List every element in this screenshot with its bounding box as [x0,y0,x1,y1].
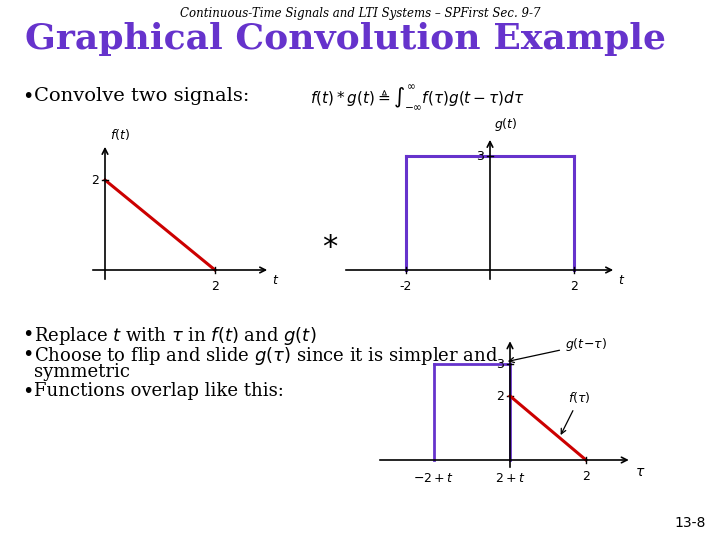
Text: •: • [22,325,33,344]
Text: $-2+t$: $-2+t$ [413,472,454,485]
Text: $g(t)$: $g(t)$ [494,116,518,133]
Text: 2: 2 [570,280,578,293]
Text: 2: 2 [211,280,219,293]
Text: $\tau$: $\tau$ [635,465,646,479]
Text: $f(t)$: $f(t)$ [110,127,130,141]
Text: 2: 2 [582,470,590,483]
Text: Graphical Convolution Example: Graphical Convolution Example [25,22,666,56]
Text: 2: 2 [496,389,504,402]
Text: $*$: $*$ [322,231,338,260]
Text: symmetric: symmetric [34,363,130,381]
Text: -2: -2 [400,280,412,293]
Text: $t$: $t$ [618,274,625,287]
Text: 3: 3 [496,357,504,370]
Text: $f(\tau)$: $f(\tau)$ [562,390,590,434]
Text: 2: 2 [91,173,99,186]
Text: •: • [22,345,33,364]
Text: Choose to flip and slide $g(\tau)$ since it is simpler and: Choose to flip and slide $g(\tau)$ since… [34,345,498,367]
Text: $t$: $t$ [272,274,279,287]
Text: Replace $t$ with $\tau$ in $f(t)$ and $g(t)$: Replace $t$ with $\tau$ in $f(t)$ and $g… [34,325,317,347]
Text: $2+t$: $2+t$ [495,472,526,485]
Text: Convolve two signals:: Convolve two signals: [34,87,249,105]
Text: Continuous-Time Signals and LTI Systems – SPFirst Sec. 9-7: Continuous-Time Signals and LTI Systems … [180,7,540,20]
Text: 3: 3 [476,150,484,163]
Text: $g(t\!-\!\tau)$: $g(t\!-\!\tau)$ [509,336,608,362]
Text: •: • [22,87,33,106]
Text: •: • [22,382,33,401]
Text: $f(t)*g(t) \triangleq \int_{-\infty}^{\infty} f(\tau)g(t-\tau)d\tau$: $f(t)*g(t) \triangleq \int_{-\infty}^{\i… [310,84,525,113]
Text: 13-8: 13-8 [675,516,706,530]
Text: Functions overlap like this:: Functions overlap like this: [34,382,284,400]
